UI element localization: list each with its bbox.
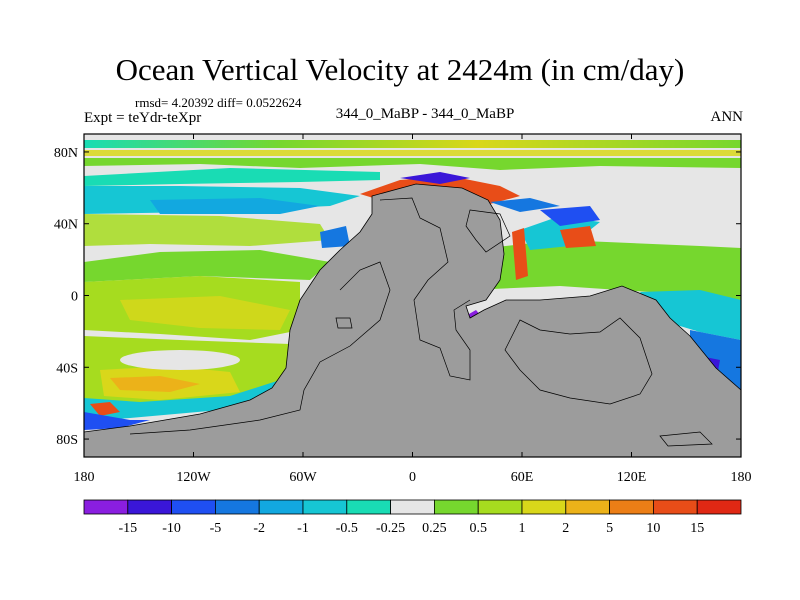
- field-patch: [84, 250, 330, 282]
- coastline-inner: [504, 317, 653, 405]
- colorbar-swatch: [565, 499, 610, 515]
- colorbar-label: 10: [646, 521, 660, 536]
- colorbar-swatch: [653, 499, 698, 515]
- colorbar-label: -0.25: [376, 521, 405, 536]
- field-patch: [84, 168, 380, 186]
- field-patch: [120, 350, 240, 370]
- colorbar-swatch: [696, 499, 742, 515]
- colorbar-label: -1: [297, 521, 309, 536]
- field-patch: [150, 198, 320, 214]
- field-patch: [84, 150, 741, 156]
- colorbar-swatch: [390, 499, 435, 515]
- field-patch: [470, 240, 741, 300]
- land-masses: [84, 183, 741, 457]
- colorbar-label: -15: [118, 521, 137, 536]
- colorbar: -15 -10 -5 -2 -1 -0.5 -0.25 0.25 0.5 1 2 5 10 15: [83, 499, 742, 536]
- field-patch: [400, 172, 470, 184]
- colorbar-label: 0.25: [422, 521, 447, 536]
- colorbar-swatch: [258, 499, 304, 515]
- y-tick-label: 80N: [54, 146, 78, 161]
- y-tick-label: 40S: [56, 361, 78, 376]
- colorbar-label: -10: [162, 521, 181, 536]
- coastline-inner: [379, 197, 471, 381]
- colorbar-label: 2: [562, 521, 569, 536]
- field-patch: [490, 198, 560, 212]
- colorbar-label: -0.5: [336, 521, 358, 536]
- colorbar-swatch: [433, 499, 479, 515]
- x-tick-label: 120E: [617, 470, 647, 485]
- season-label: ANN: [710, 109, 744, 125]
- field-patch: [320, 226, 350, 248]
- colorbar-swatch: [521, 499, 567, 515]
- colorbar-label: 0.5: [469, 521, 487, 536]
- x-tick-label: 0: [409, 470, 416, 485]
- field-patch: [520, 216, 600, 250]
- pangaea-landmass: [84, 183, 741, 457]
- x-tick-label: 60E: [511, 470, 534, 485]
- colorbar-swatch: [346, 499, 391, 515]
- field-patch: [84, 158, 741, 170]
- x-tick-label: 120W: [176, 470, 211, 485]
- field-patch: [110, 376, 200, 392]
- colorbar-swatch: [171, 499, 216, 515]
- colorbar-swatch: [214, 499, 260, 515]
- field-patch: [84, 412, 150, 430]
- colorbar-label: 1: [519, 521, 526, 536]
- field-patch: [540, 206, 600, 226]
- colorbar-swatch: [127, 499, 173, 515]
- field-patch: [120, 296, 290, 330]
- colorbar-label: 15: [690, 521, 704, 536]
- colorbar-label: 5: [606, 521, 613, 536]
- field-patch: [512, 228, 528, 280]
- coastline-inner: [129, 261, 391, 435]
- field-patch: [560, 226, 596, 248]
- field-patch: [640, 290, 741, 340]
- field-patch: [84, 140, 741, 148]
- field-patch: [90, 402, 120, 416]
- colorbar-label: -5: [210, 521, 222, 536]
- coastline-inner: [335, 317, 353, 329]
- axis-ticks: 180 120W 60W 0 60E 120E 180 80N 40N 0 40S 80S: [54, 134, 752, 485]
- colorbar-swatch: [302, 499, 348, 515]
- colorbar-swatch: [83, 499, 129, 515]
- x-tick-label: 60W: [289, 470, 317, 485]
- runs-label: 344_0_MaBP - 344_0_MaBP: [335, 106, 515, 122]
- field-patch: [84, 380, 300, 422]
- x-tick-label: 180: [74, 470, 95, 485]
- experiment-label: Expt = teYdr-teXpr: [84, 110, 202, 126]
- field-patch: [84, 214, 330, 246]
- x-tick-label: 180: [731, 470, 752, 485]
- colorbar-swatch: [477, 499, 523, 515]
- colorbar-label: -2: [253, 521, 265, 536]
- y-tick-label: 0: [71, 290, 78, 305]
- coastline-inner: [659, 431, 713, 447]
- chart-title: Ocean Vertical Velocity at 2424m (in cm/…: [115, 52, 685, 87]
- y-tick-label: 80S: [56, 433, 78, 448]
- colorbar-swatch: [609, 499, 654, 515]
- stats-text: rmsd= 4.20392 diff= 0.0522624: [135, 95, 302, 110]
- y-tick-label: 40N: [54, 218, 78, 233]
- coastline-inner: [465, 209, 511, 253]
